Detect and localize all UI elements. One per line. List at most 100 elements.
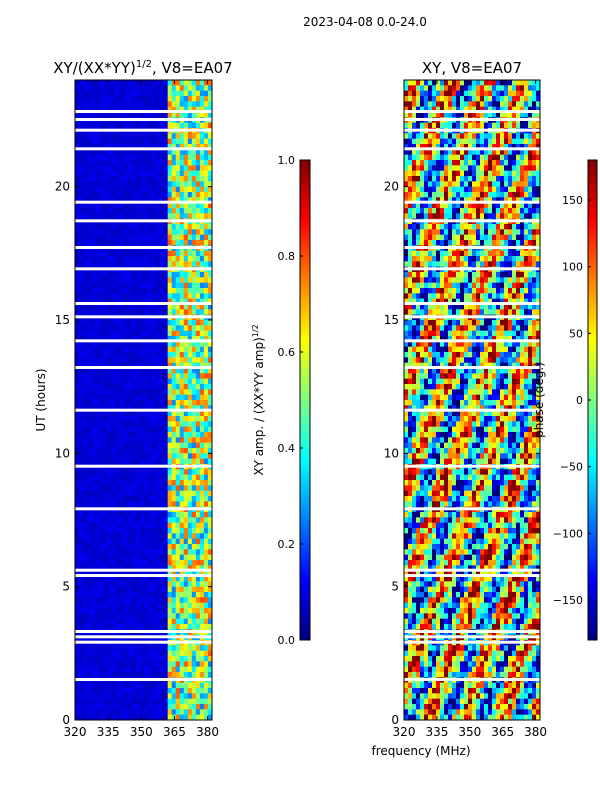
heatmap-cell: [163, 480, 169, 486]
heatmap-cell: [131, 549, 136, 556]
heatmap-cell: [420, 138, 425, 145]
heatmap-cell: [191, 368, 197, 374]
heatmap-cell: [520, 85, 525, 92]
heatmap-cell: [91, 96, 96, 102]
heatmap-gap: [75, 110, 212, 113]
heatmap-cell: [103, 138, 108, 145]
heatmap-cell: [195, 672, 201, 678]
heatmap-cell: [195, 229, 201, 236]
heatmap-cell: [159, 560, 165, 566]
heatmap-cell: [175, 474, 181, 481]
heatmap-cell: [99, 229, 104, 236]
heatmap-cell: [179, 426, 185, 433]
heatmap-cell: [183, 666, 189, 673]
heatmap-cell: [91, 704, 96, 710]
heatmap-cell: [123, 112, 128, 118]
heatmap-cell: [183, 714, 189, 721]
heatmap-cell: [127, 512, 132, 518]
heatmap-cell: [115, 661, 120, 668]
heatmap-cell: [460, 160, 465, 166]
heatmap-cell: [163, 544, 169, 550]
heatmap-cell: [187, 650, 193, 657]
heatmap-cell: [95, 602, 100, 609]
heatmap-cell: [492, 80, 497, 86]
heatmap-cell: [131, 490, 136, 497]
heatmap-cell: [167, 576, 173, 582]
heatmap-cell: [199, 416, 205, 422]
heatmap-cell: [95, 672, 100, 678]
heatmap-cell: [155, 250, 161, 257]
heatmap-cell: [119, 496, 124, 502]
heatmap-cell: [95, 656, 100, 662]
heatmap-cell: [167, 490, 173, 497]
heatmap-cell: [484, 138, 489, 145]
heatmap-cell: [452, 149, 457, 156]
heatmap-cell: [91, 480, 96, 486]
heatmap-cell: [163, 325, 169, 332]
heatmap-cell: [199, 672, 205, 678]
heatmap-cell: [87, 282, 92, 289]
colorbar-tick-label: 0.4: [278, 442, 296, 455]
heatmap-cell: [107, 192, 112, 198]
heatmap-cell: [167, 250, 173, 257]
heatmap-cell: [171, 533, 177, 540]
heatmap-cell: [95, 186, 100, 193]
heatmap-cell: [207, 581, 213, 588]
heatmap-cell: [187, 261, 193, 268]
heatmap-cell: [187, 389, 193, 396]
heatmap-cell: [171, 581, 177, 588]
heatmap-cell: [460, 154, 465, 161]
heatmap-cell: [167, 458, 173, 465]
heatmap-cell: [115, 362, 120, 369]
heatmap-cell: [91, 618, 96, 625]
heatmap-cell: [87, 234, 92, 241]
heatmap-cell: [131, 693, 136, 700]
heatmap-cell: [496, 192, 501, 198]
heatmap-cell: [504, 192, 509, 198]
heatmap-cell: [79, 672, 84, 678]
heatmap-cell: [99, 512, 104, 518]
heatmap-cell: [464, 101, 469, 108]
heatmap-cell: [131, 645, 136, 652]
heatmap-cell: [75, 346, 80, 353]
heatmap-cell: [115, 224, 120, 230]
heatmap-cell: [195, 474, 201, 481]
heatmap-cell: [183, 357, 189, 364]
heatmap-cell: [111, 672, 116, 678]
heatmap-cell: [524, 122, 529, 129]
heatmap-cell: [151, 602, 156, 609]
heatmap-cell: [95, 149, 100, 156]
heatmap-cell: [107, 485, 112, 492]
heatmap-cell: [199, 560, 205, 566]
heatmap-cell: [87, 144, 92, 150]
heatmap-cell: [163, 650, 169, 657]
heatmap-cell: [191, 160, 197, 166]
heatmap-cell: [163, 186, 169, 193]
heatmap-cell: [107, 277, 112, 284]
heatmap-cell: [115, 624, 120, 630]
heatmap-cell: [95, 480, 100, 486]
heatmap-cell: [179, 453, 185, 460]
heatmap-cell: [147, 549, 152, 556]
heatmap-cell: [163, 560, 169, 566]
heatmap-cell: [191, 96, 197, 102]
heatmap-cell: [87, 613, 92, 620]
heatmap-cell: [195, 176, 201, 182]
heatmap-cell: [520, 154, 525, 161]
heatmap-cell: [195, 282, 201, 289]
heatmap-cell: [508, 149, 513, 156]
heatmap-cell: [404, 85, 409, 92]
heatmap-cell: [452, 80, 457, 86]
heatmap-cell: [183, 597, 189, 604]
heatmap-cell: [115, 144, 120, 150]
heatmap-cell: [143, 122, 148, 129]
heatmap-cell: [107, 309, 112, 316]
heatmap-cell: [163, 405, 169, 412]
heatmap-cell: [183, 202, 189, 209]
heatmap-cell: [143, 581, 148, 588]
heatmap-cell: [127, 154, 132, 161]
heatmap-cell: [127, 522, 132, 529]
heatmap-cell: [75, 288, 80, 294]
heatmap-cell: [147, 160, 152, 166]
heatmap-cell: [167, 453, 173, 460]
